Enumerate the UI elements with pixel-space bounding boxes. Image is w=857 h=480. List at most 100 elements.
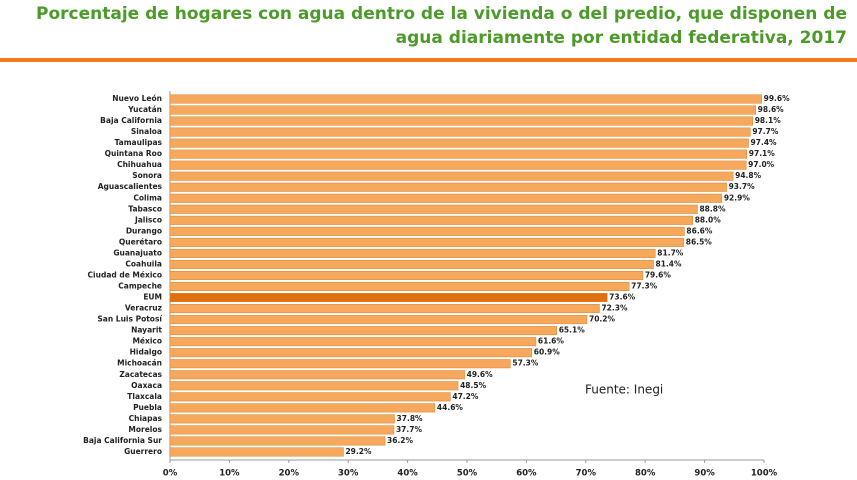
y-tick-label: Puebla [133, 403, 162, 412]
y-tick-label: Tamaulipas [115, 138, 163, 147]
x-tick-label: 50% [457, 468, 478, 478]
y-tick-label: Chiapas [129, 414, 163, 423]
x-tick-label: 80% [635, 468, 656, 478]
y-tick-label: Quintana Roo [105, 149, 162, 158]
value-label: 29.2% [345, 447, 372, 456]
value-label: 88.0% [695, 215, 722, 224]
value-label: 86.5% [686, 237, 713, 246]
value-label: 49.6% [467, 370, 494, 379]
y-tick-label: Baja California [100, 116, 162, 125]
y-tick-label: San Luis Potosí [97, 315, 162, 324]
bar [169, 248, 656, 258]
bar [169, 226, 685, 236]
y-tick-label: Campeche [118, 282, 162, 291]
bar [169, 215, 693, 225]
chart-title: Porcentaje de hogares con agua dentro de… [36, 4, 847, 24]
x-tick-label: 10% [219, 468, 240, 478]
y-tick-label: EUM [143, 293, 162, 302]
y-tick-label: Baja California Sur [83, 436, 162, 445]
y-tick-label: Sinaloa [131, 127, 162, 136]
title-rule [0, 58, 857, 62]
x-tick-label: 60% [516, 468, 537, 478]
value-label: 88.8% [699, 204, 726, 213]
bar [169, 348, 532, 358]
bar [169, 116, 753, 126]
x-tick-label: 70% [576, 468, 597, 478]
y-tick-label: Guanajuato [113, 248, 162, 257]
bar [169, 326, 557, 336]
y-tick-label: Yucatán [127, 105, 162, 114]
bar [169, 315, 588, 325]
value-label: 48.5% [460, 381, 487, 390]
value-label: 94.8% [735, 171, 762, 180]
value-label: 37.7% [396, 425, 423, 434]
bar [169, 337, 537, 347]
value-label: 97.7% [752, 127, 779, 136]
y-tick-label: Coahuila [125, 259, 162, 268]
bar [169, 370, 465, 380]
y-tick-label: Michoacán [117, 359, 162, 368]
value-label: 61.6% [538, 337, 565, 346]
value-label: 79.6% [645, 270, 672, 279]
value-label: 77.3% [631, 282, 658, 291]
annotation: Fuente: Inegi [585, 383, 663, 397]
bar [169, 425, 395, 435]
bar [169, 149, 748, 159]
bar [169, 381, 459, 391]
x-tick-label: 30% [338, 468, 359, 478]
bar [169, 204, 698, 214]
value-label: 98.6% [758, 105, 785, 114]
bar [169, 282, 630, 292]
y-tick-label: Durango [126, 226, 162, 235]
y-tick-label: México [132, 337, 162, 346]
value-label: 65.1% [559, 326, 586, 335]
bar [169, 414, 395, 424]
value-label: 47.2% [452, 392, 479, 401]
value-label: 36.2% [387, 436, 414, 445]
bar [169, 193, 723, 203]
value-label: 81.4% [656, 259, 683, 268]
bar [169, 182, 727, 192]
y-tick-label: Querétaro [119, 237, 162, 246]
value-label: 97.1% [749, 149, 776, 158]
x-tick-label: 40% [397, 468, 418, 478]
value-label: 73.6% [609, 293, 636, 302]
value-label: 97.0% [748, 160, 775, 169]
bar [169, 237, 685, 247]
y-tick-label: Nuevo León [112, 94, 162, 103]
bar [169, 403, 436, 413]
x-tick-label: 100% [751, 468, 778, 478]
bar [169, 127, 751, 137]
x-tick-label: 90% [694, 468, 715, 478]
y-tick-label: Veracruz [125, 304, 162, 313]
y-tick-label: Sonora [132, 171, 162, 180]
y-tick-label: Chihuahua [117, 160, 162, 169]
y-tick-label: Aguascalientes [98, 182, 163, 191]
value-label: 97.4% [751, 138, 778, 147]
value-label: 57.3% [512, 359, 539, 368]
value-label: 37.8% [397, 414, 424, 423]
value-label: 72.3% [601, 304, 628, 313]
y-tick-label: Tabasco [128, 204, 162, 213]
x-tick-label: 20% [279, 468, 300, 478]
bar [169, 304, 600, 314]
bar [169, 105, 756, 115]
y-tick-label: Oaxaca [131, 381, 162, 390]
value-label: 93.7% [729, 182, 756, 191]
bar [169, 94, 762, 104]
y-tick-label: Jalisco [134, 215, 162, 224]
value-label: 98.1% [755, 116, 782, 125]
y-tick-label: Guerrero [124, 447, 162, 456]
y-tick-label: Colima [133, 193, 162, 202]
value-label: 92.9% [724, 193, 751, 202]
value-label: 60.9% [534, 348, 561, 357]
bar [169, 447, 344, 457]
bar [169, 436, 386, 446]
bar [169, 359, 511, 369]
bar [169, 160, 747, 170]
bar [169, 293, 608, 303]
bar [169, 392, 451, 402]
bar [169, 259, 654, 269]
value-label: 81.7% [657, 248, 684, 257]
